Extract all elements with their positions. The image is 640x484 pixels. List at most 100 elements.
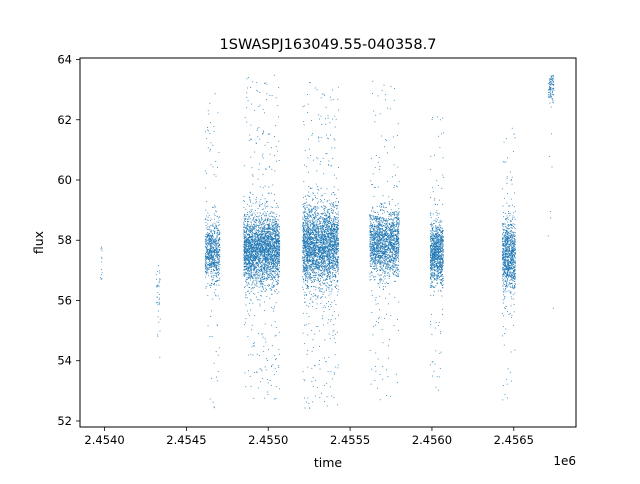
data-point (245, 304, 247, 306)
data-point (207, 259, 209, 261)
data-point-outlier (211, 206, 213, 208)
data-point-outlier (251, 103, 253, 105)
data-point (251, 283, 253, 285)
data-point (272, 259, 274, 261)
data-point (311, 280, 313, 282)
data-point (336, 236, 338, 238)
data-point (305, 202, 307, 204)
data-point (277, 275, 279, 277)
data-point (251, 278, 253, 280)
data-point-outlier (278, 348, 280, 350)
data-point (333, 210, 335, 212)
data-point (269, 218, 271, 220)
data-point (256, 201, 258, 203)
data-point (312, 238, 314, 240)
data-point (212, 241, 214, 243)
data-point (275, 278, 277, 280)
data-point (255, 247, 257, 248)
data-point-outlier (209, 284, 211, 286)
data-point (310, 256, 312, 258)
data-point (217, 261, 219, 263)
data-point (158, 280, 160, 282)
data-point (250, 250, 252, 252)
data-point (260, 253, 262, 255)
data-point-outlier (277, 247, 279, 249)
data-point (252, 223, 254, 225)
data-point (314, 221, 316, 223)
data-point (268, 241, 270, 243)
data-point (256, 220, 258, 222)
data-point-outlier (263, 131, 265, 133)
data-point (315, 231, 317, 233)
data-point (270, 258, 272, 260)
chart-title: 1SWASPJ163049.55-040358.7 (220, 37, 437, 53)
data-point (265, 287, 267, 289)
data-point (261, 225, 263, 227)
data-point (205, 243, 207, 245)
data-point (276, 242, 278, 244)
data-point (332, 221, 334, 223)
data-point-outlier (273, 251, 275, 253)
data-point-outlier (244, 116, 246, 118)
data-point (257, 252, 259, 254)
data-point-outlier (278, 86, 280, 88)
data-point (205, 254, 207, 256)
data-point (322, 194, 324, 196)
data-point-outlier (251, 167, 253, 169)
data-point-outlier (256, 89, 258, 91)
data-point (264, 265, 266, 267)
data-point (254, 214, 256, 216)
data-point (212, 263, 214, 265)
data-point (267, 192, 269, 194)
data-point (206, 258, 208, 260)
data-point (309, 253, 311, 255)
data-point-outlier (272, 286, 274, 288)
data-point (311, 255, 313, 257)
data-point (246, 247, 248, 249)
data-point (159, 297, 161, 299)
data-point (208, 251, 210, 253)
data-point (269, 288, 271, 290)
data-point (273, 255, 275, 257)
data-point (261, 237, 263, 239)
data-point (206, 272, 208, 274)
data-point (308, 224, 310, 226)
data-point (252, 276, 254, 278)
data-point (271, 279, 273, 281)
data-point (261, 274, 263, 276)
data-point (255, 250, 257, 252)
data-point (210, 230, 212, 232)
data-point (255, 266, 257, 268)
data-point-outlier (257, 387, 259, 389)
data-point (307, 269, 309, 271)
data-point-outlier (263, 83, 265, 85)
data-point (265, 214, 267, 216)
data-point (332, 266, 334, 268)
data-point (215, 270, 217, 272)
data-point (262, 260, 264, 262)
data-point (267, 278, 269, 280)
data-point-outlier (212, 166, 214, 168)
data-point-outlier (210, 164, 212, 166)
data-point (308, 235, 310, 237)
data-point (210, 269, 212, 271)
data-point (277, 273, 279, 275)
data-point (337, 211, 339, 213)
data-point (326, 219, 328, 221)
data-point (159, 318, 161, 320)
data-point (327, 211, 329, 213)
data-point (253, 257, 255, 259)
data-point (258, 233, 260, 235)
data-point (273, 286, 275, 288)
data-point (305, 215, 307, 217)
data-point-outlier (243, 165, 245, 167)
data-point-outlier (271, 283, 273, 285)
data-point (263, 233, 265, 235)
data-point-outlier (213, 174, 215, 176)
data-point (278, 235, 280, 237)
data-point (324, 213, 326, 215)
data-point (216, 279, 218, 281)
data-point (328, 287, 330, 289)
data-point (275, 271, 277, 273)
data-point (249, 227, 251, 229)
